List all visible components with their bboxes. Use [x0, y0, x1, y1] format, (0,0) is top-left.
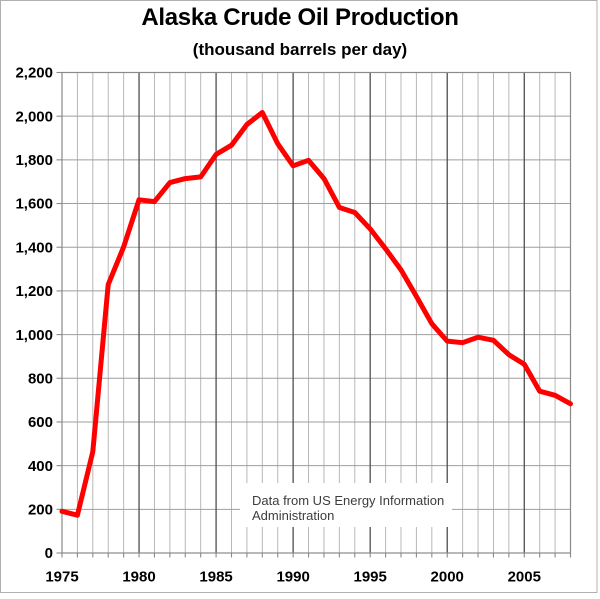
- source-annotation-line1: Data from US Energy Information: [252, 493, 445, 508]
- y-tick-label: 800: [28, 370, 53, 387]
- y-tick-label: 2,000: [15, 108, 53, 125]
- plot-border: [61, 71, 572, 554]
- x-tick-label: 2000: [431, 569, 464, 586]
- y-tick-label: 1,000: [15, 327, 53, 344]
- y-tick-label: 1,600: [15, 196, 53, 213]
- y-tick-label: 2,200: [15, 65, 53, 82]
- y-tick-label: 1,200: [15, 283, 53, 300]
- y-tick-label: 1,400: [15, 239, 53, 256]
- x-tick-label: 1985: [199, 569, 232, 586]
- x-tick-label: 1975: [45, 569, 78, 586]
- source-annotation-line2: Administration: [252, 508, 335, 523]
- y-tick-label: 200: [28, 502, 53, 519]
- production-line: [59, 110, 573, 518]
- x-tick-label: 2005: [508, 569, 541, 586]
- x-tick-label: 1990: [276, 569, 309, 586]
- y-tick-label: 400: [28, 458, 53, 475]
- chart-title: Alaska Crude Oil Production: [141, 4, 459, 31]
- y-tick-label: 1,800: [15, 152, 53, 169]
- y-tick-label: 0: [45, 545, 53, 562]
- chart-subtitle: (thousand barrels per day): [192, 40, 408, 59]
- x-tick-label: 1980: [122, 569, 155, 586]
- x-tick-label: 1995: [353, 569, 386, 586]
- y-tick-label: 600: [28, 414, 53, 431]
- source-annotation: Data from US Energy Information Administ…: [240, 483, 452, 527]
